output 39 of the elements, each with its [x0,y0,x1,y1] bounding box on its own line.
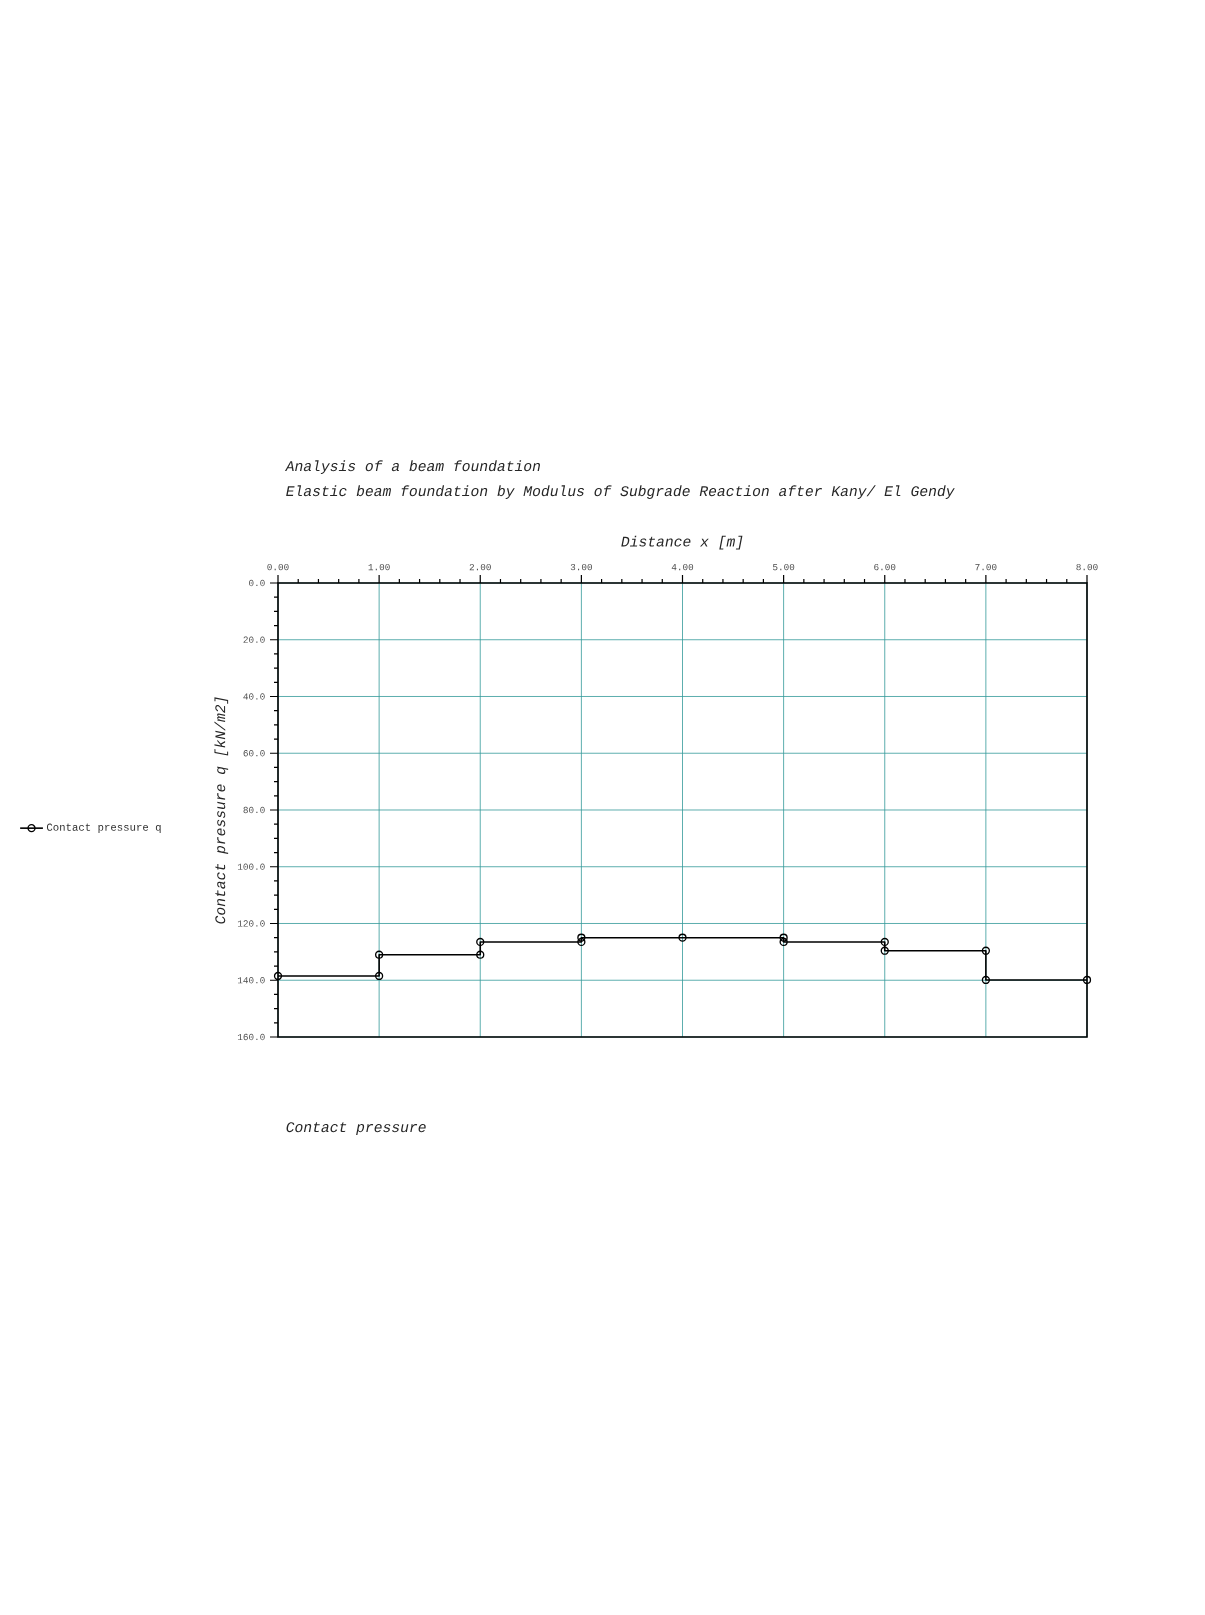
point [880,946,889,955]
x-tick-label: 4.00 [671,563,694,571]
point [273,971,283,981]
text: Contact pressure [286,1122,426,1136]
point [476,937,485,947]
x-tick-label: 6.00 [874,563,896,571]
x-tick-label: 0.00 [267,563,289,571]
y-tick-label: 140.0 [237,977,265,984]
point [981,946,991,955]
x-tick-label: 5.00 [773,563,795,571]
x-tick-label: 7.00 [975,563,997,571]
y-tick-label: 60.0 [243,750,265,757]
point [374,950,384,959]
point [880,937,889,947]
point [1082,975,1092,985]
x-tick-label: 2.00 [469,563,491,571]
x-tick-label: 3.00 [570,563,592,571]
y-tick-label: 40.0 [243,693,265,700]
point [678,933,687,942]
point [779,937,788,947]
point [981,975,991,985]
y-tick-label: 0.0 [249,579,265,587]
chart-title: Analysis of a beam foundation [284,460,540,475]
point [577,937,586,947]
y-tick-label: 80.0 [243,806,265,814]
x-tick-label: 8.00 [1076,563,1098,571]
point [374,971,384,981]
point [577,933,586,942]
legend-label: Contact pressure q [46,823,161,833]
x-tick-label: 1.00 [368,563,390,571]
point [779,933,788,942]
chart-subtitle: Elastic beam foundation by Modulus of Subgrade Reaction after Kany/ El Gendy [286,485,955,500]
y-tick-label: 20.0 [243,636,265,643]
y-tick-label: 120.0 [237,920,265,927]
y-tick-label: 160.0 [237,1033,265,1041]
x-axis-title: Distance x [m] [621,535,743,550]
y-axis-title: Contact pressure q [kN/m2] [214,697,229,924]
y-tick-label: 100.0 [237,863,265,870]
point [476,950,485,959]
